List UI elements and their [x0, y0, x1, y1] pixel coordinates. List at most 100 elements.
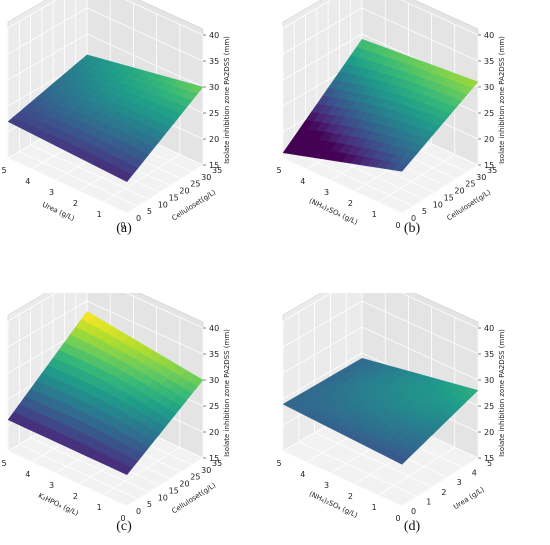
z-tick-label: 35	[484, 350, 494, 359]
z-axis: 15 20 25 30 35 40 Isolate inhibition zone PA2D…	[478, 31, 506, 170]
x-tick-label: 4	[25, 177, 30, 186]
z-tick-label: 25	[209, 402, 219, 411]
y-tick-label: 20	[179, 480, 189, 489]
x-tick-label: 1	[97, 503, 102, 512]
z-tick-label: 30	[484, 83, 494, 92]
x-tick-label: 3	[324, 188, 329, 197]
y-tick-label: 10	[433, 200, 443, 209]
y-tick-label: 25	[190, 473, 200, 482]
surface-mesh	[282, 357, 479, 465]
z-tick-label: 15	[484, 454, 494, 463]
y-tick-label: 15	[169, 193, 179, 202]
z-tick-label: 20	[209, 428, 219, 437]
y-tick-label: 0	[136, 507, 141, 516]
z-tick-label: 20	[484, 135, 494, 144]
x-tick-label: 4	[300, 470, 305, 479]
z-tick-label: 20	[484, 428, 494, 437]
z-tick-label: 40	[209, 31, 219, 40]
y-tick-label: 30	[201, 173, 211, 182]
y-tick-label: 30	[201, 466, 211, 475]
surface-mesh	[282, 38, 479, 172]
y-tick-label: 1	[426, 497, 431, 506]
surface-mesh	[7, 311, 204, 476]
x-tick-label: 0	[395, 221, 400, 230]
caption-b: (b)	[403, 221, 421, 236]
surface-patch	[393, 163, 408, 172]
caption-a: (a)	[116, 221, 132, 236]
z-tick-label: 35	[209, 57, 219, 66]
z-axis: 15 20 25 30 35 40 Isolate inhibition zone PA2D…	[203, 31, 231, 170]
z-tick-label: 25	[484, 109, 494, 118]
y-tick-label: 25	[465, 180, 475, 189]
y-tick-label: 4	[472, 469, 477, 478]
x-tick-label: 5	[1, 166, 6, 175]
z-tick-label: 15	[209, 161, 219, 170]
x-tick-label: 1	[372, 210, 377, 219]
x-tick-label: 2	[73, 199, 78, 208]
y-tick-label: 35	[212, 459, 222, 468]
z-axis: 15 20 25 30 35 40 Isolate inhibition zone PA2D…	[478, 324, 506, 463]
x-tick-label: 4	[300, 177, 305, 186]
caption-d: (d)	[403, 519, 421, 534]
x-tick-label: 0	[120, 514, 125, 523]
z-tick-label: 35	[209, 350, 219, 359]
surface-mesh	[7, 54, 204, 183]
y-tick-label: 5	[147, 207, 152, 216]
y-tick-label: 35	[212, 166, 222, 175]
y-tick-label: 3	[457, 478, 462, 487]
x-tick-label: 1	[97, 210, 102, 219]
z-tick-label: 25	[484, 402, 494, 411]
z-axis: 15 20 25 30 35 40 Isolate inhibition zone PA2D…	[203, 324, 231, 463]
x-tick-label: 2	[73, 492, 78, 501]
z-axis-label: Isolate inhibition zone PA2DSS (mm)	[223, 36, 231, 164]
y-tick-label: 15	[444, 193, 454, 202]
z-tick-label: 30	[209, 376, 219, 385]
x-tick-label: 5	[1, 459, 6, 468]
x-tick-label: 3	[324, 481, 329, 490]
y-tick-label: 15	[169, 486, 179, 495]
surface-patch	[118, 463, 133, 476]
z-tick-label: 40	[484, 324, 494, 333]
y-tick-label: 5	[147, 500, 152, 509]
z-tick-label: 40	[484, 31, 494, 40]
x-tick-label: 3	[49, 481, 54, 490]
y-tick-label: 10	[158, 200, 168, 209]
z-tick-label: 15	[484, 161, 494, 170]
y-tick-label: 0	[136, 214, 141, 223]
y-tick-label: 2	[441, 488, 446, 497]
y-tick-label: 25	[190, 180, 200, 189]
y-tick-label: 10	[158, 493, 168, 502]
caption-c: (c)	[116, 519, 132, 534]
x-tick-label: 2	[348, 199, 353, 208]
surface-patch	[118, 170, 133, 183]
x-tick-label: 2	[348, 492, 353, 501]
z-tick-label: 30	[484, 376, 494, 385]
y-tick-label: 30	[476, 173, 486, 182]
x-tick-label: 3	[49, 188, 54, 197]
y-tick-label: 5	[422, 207, 427, 216]
z-axis-label: Isolate inhibition zone PA2DSS (mm)	[498, 36, 506, 164]
x-tick-label: 0	[120, 221, 125, 230]
z-axis-label: Isolate inhibition zone PA2DSS (mm)	[498, 329, 506, 457]
y-tick-label: 35	[487, 166, 497, 175]
surface-patch	[393, 454, 408, 465]
z-tick-label: 15	[209, 454, 219, 463]
y-tick-label: 0	[411, 507, 416, 516]
x-tick-label: 1	[372, 503, 377, 512]
z-axis-label: Isolate inhibition zone PA2DSS (mm)	[223, 329, 231, 457]
z-tick-label: 40	[209, 324, 219, 333]
y-tick-label: 5	[487, 459, 492, 468]
x-tick-label: 5	[276, 459, 281, 468]
y-tick-label: 20	[454, 187, 464, 196]
z-tick-label: 35	[484, 57, 494, 66]
y-tick-label: 20	[179, 187, 189, 196]
x-tick-label: 5	[276, 166, 281, 175]
z-tick-label: 25	[209, 109, 219, 118]
x-tick-label: 0	[395, 514, 400, 523]
x-axis-label: Urea (g/L)	[41, 201, 76, 223]
